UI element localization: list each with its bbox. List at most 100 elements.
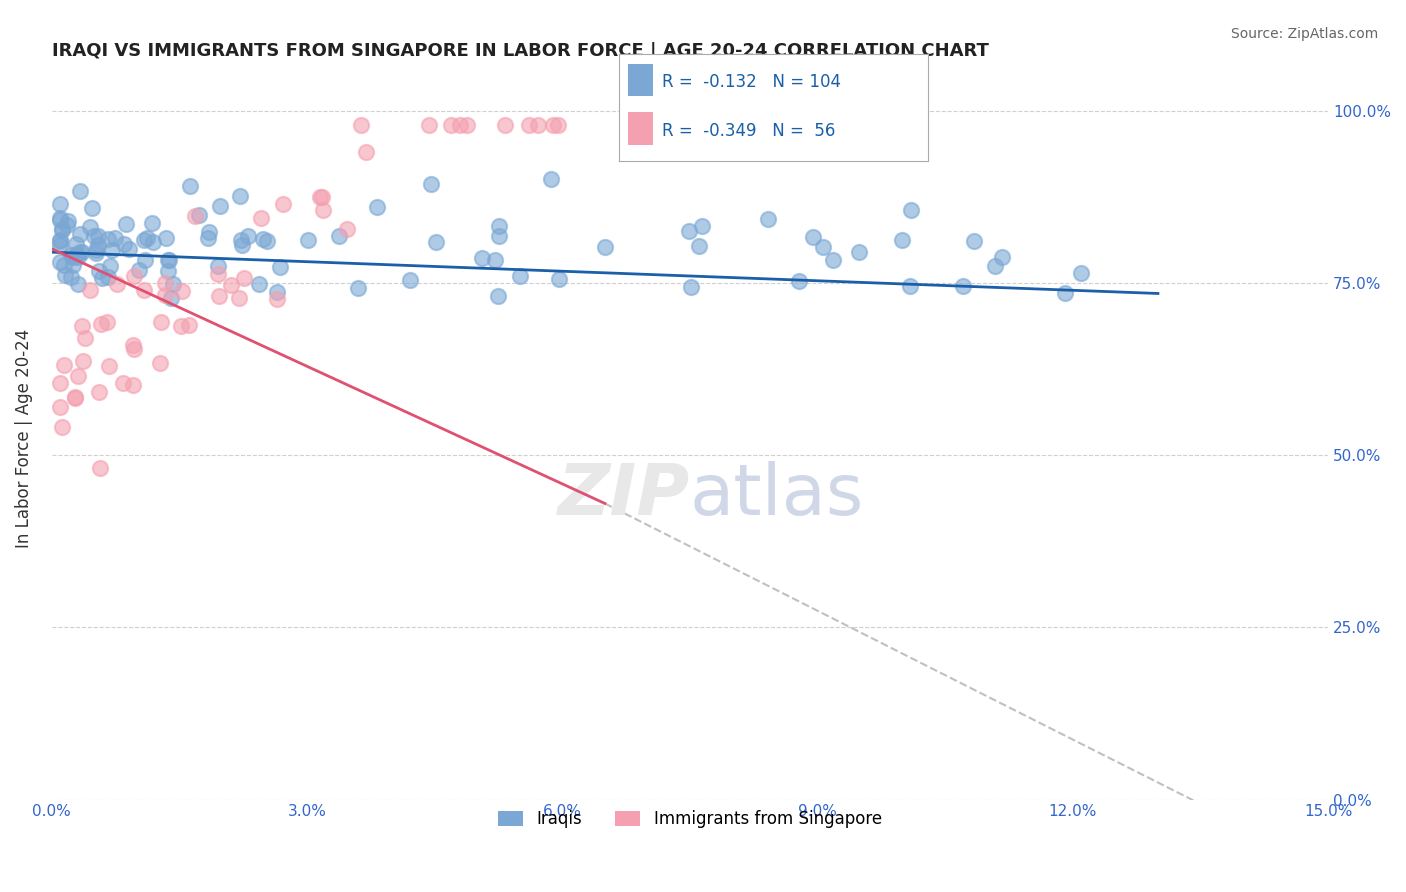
Point xyxy=(79,220,101,235)
Point xyxy=(49,238,72,252)
Point xyxy=(114,217,136,231)
Point xyxy=(756,212,779,227)
Point xyxy=(350,118,373,132)
Point xyxy=(688,239,710,253)
Point xyxy=(207,259,229,273)
Point xyxy=(488,228,510,243)
Point xyxy=(198,225,221,239)
Point xyxy=(269,260,291,275)
Point xyxy=(425,235,447,249)
Point xyxy=(256,234,278,248)
Point xyxy=(309,189,332,203)
Point xyxy=(486,288,509,302)
Point xyxy=(65,236,87,251)
Point xyxy=(97,232,120,246)
Point xyxy=(449,118,471,132)
Point xyxy=(266,285,288,299)
Point xyxy=(228,291,250,305)
Point xyxy=(49,233,72,247)
Point xyxy=(62,259,84,273)
Point xyxy=(593,240,616,254)
Point xyxy=(49,211,72,225)
Bar xyxy=(628,64,652,96)
Point xyxy=(49,234,72,248)
Point xyxy=(51,221,73,235)
Point xyxy=(132,233,155,247)
Point xyxy=(90,317,112,331)
Point xyxy=(70,318,93,333)
Point xyxy=(121,337,143,351)
Text: R =  -0.132   N = 104: R = -0.132 N = 104 xyxy=(662,73,841,91)
Point xyxy=(418,118,440,132)
Point xyxy=(153,288,176,302)
Point xyxy=(179,178,201,193)
Point xyxy=(53,358,76,372)
Point xyxy=(328,229,350,244)
Text: atlas: atlas xyxy=(690,461,865,531)
Point xyxy=(187,208,209,222)
Point xyxy=(488,219,510,234)
Point xyxy=(801,230,824,244)
Point xyxy=(484,253,506,268)
Point xyxy=(952,279,974,293)
Point xyxy=(87,228,110,243)
Point xyxy=(97,269,120,284)
Point xyxy=(347,281,370,295)
Point xyxy=(540,172,562,186)
Point xyxy=(105,277,128,291)
Point xyxy=(52,258,75,272)
Point xyxy=(149,315,172,329)
Point xyxy=(645,118,668,132)
Point xyxy=(692,219,714,233)
Point xyxy=(547,272,569,286)
Point xyxy=(229,188,252,202)
Point xyxy=(678,224,700,238)
Point xyxy=(98,259,121,273)
Point xyxy=(848,244,870,259)
Point xyxy=(890,234,912,248)
Point xyxy=(297,232,319,246)
Point xyxy=(900,279,922,293)
Point xyxy=(49,254,72,268)
Point xyxy=(153,277,176,291)
Point xyxy=(103,231,125,245)
Point xyxy=(991,250,1014,264)
Point xyxy=(172,284,194,298)
Point xyxy=(118,242,141,256)
Point xyxy=(132,283,155,297)
Point xyxy=(56,218,79,232)
Point xyxy=(65,392,87,406)
Point xyxy=(471,251,494,265)
Point xyxy=(51,223,73,237)
Point xyxy=(87,237,110,252)
Point xyxy=(170,318,193,333)
Point xyxy=(155,231,177,245)
Point xyxy=(69,227,91,241)
Point xyxy=(157,252,180,267)
Point xyxy=(197,231,219,245)
Point xyxy=(73,331,96,345)
Point xyxy=(69,185,91,199)
Point xyxy=(122,378,145,392)
Point xyxy=(229,233,252,247)
Point xyxy=(66,247,89,261)
Point xyxy=(179,318,201,332)
Point xyxy=(112,237,135,252)
Point xyxy=(65,390,87,404)
Point xyxy=(456,118,478,132)
Point xyxy=(271,196,294,211)
Point xyxy=(59,248,82,262)
Text: Source: ZipAtlas.com: Source: ZipAtlas.com xyxy=(1230,27,1378,41)
Point xyxy=(541,118,564,132)
Point xyxy=(98,359,121,374)
Text: ZIP: ZIP xyxy=(558,461,690,531)
Point xyxy=(208,289,231,303)
Point xyxy=(49,213,72,227)
Point xyxy=(89,264,111,278)
Point xyxy=(128,262,150,277)
Point xyxy=(60,270,83,285)
Point xyxy=(157,252,180,267)
Point xyxy=(70,245,93,260)
Point xyxy=(84,243,107,257)
Text: IRAQI VS IMMIGRANTS FROM SINGAPORE IN LABOR FORCE | AGE 20-24 CORRELATION CHART: IRAQI VS IMMIGRANTS FROM SINGAPORE IN LA… xyxy=(52,42,988,60)
